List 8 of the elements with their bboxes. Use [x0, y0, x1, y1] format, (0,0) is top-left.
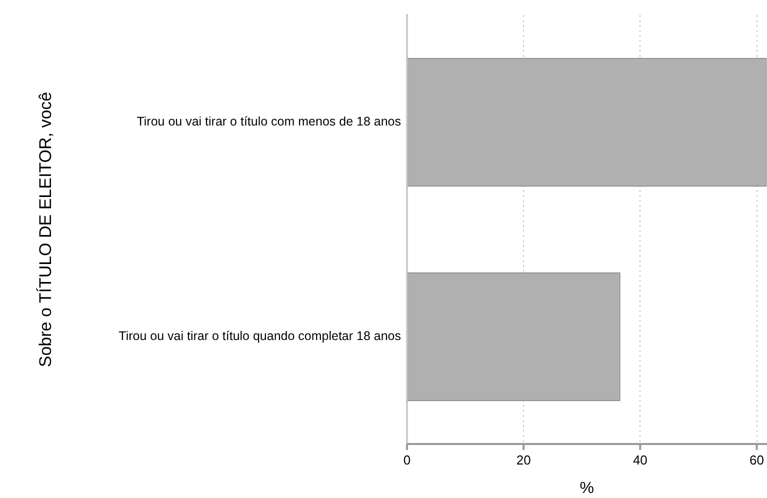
y-axis-title: Sobre o TÍTULO DE ELEITOR, você — [36, 92, 55, 368]
x-tick-label: 40 — [632, 452, 648, 468]
x-tick-label: 0 — [403, 452, 411, 468]
x-tick-label: 20 — [516, 452, 531, 468]
x-axis-title: % — [580, 480, 594, 497]
x-tick-label: 60 — [750, 452, 764, 468]
y-tick-label: Tirou ou vai tirar o título com menos de 18 anos — [136, 114, 401, 129]
y-tick-label: Tirou ou vai tirar o título quando completar 18 anos — [118, 329, 401, 344]
